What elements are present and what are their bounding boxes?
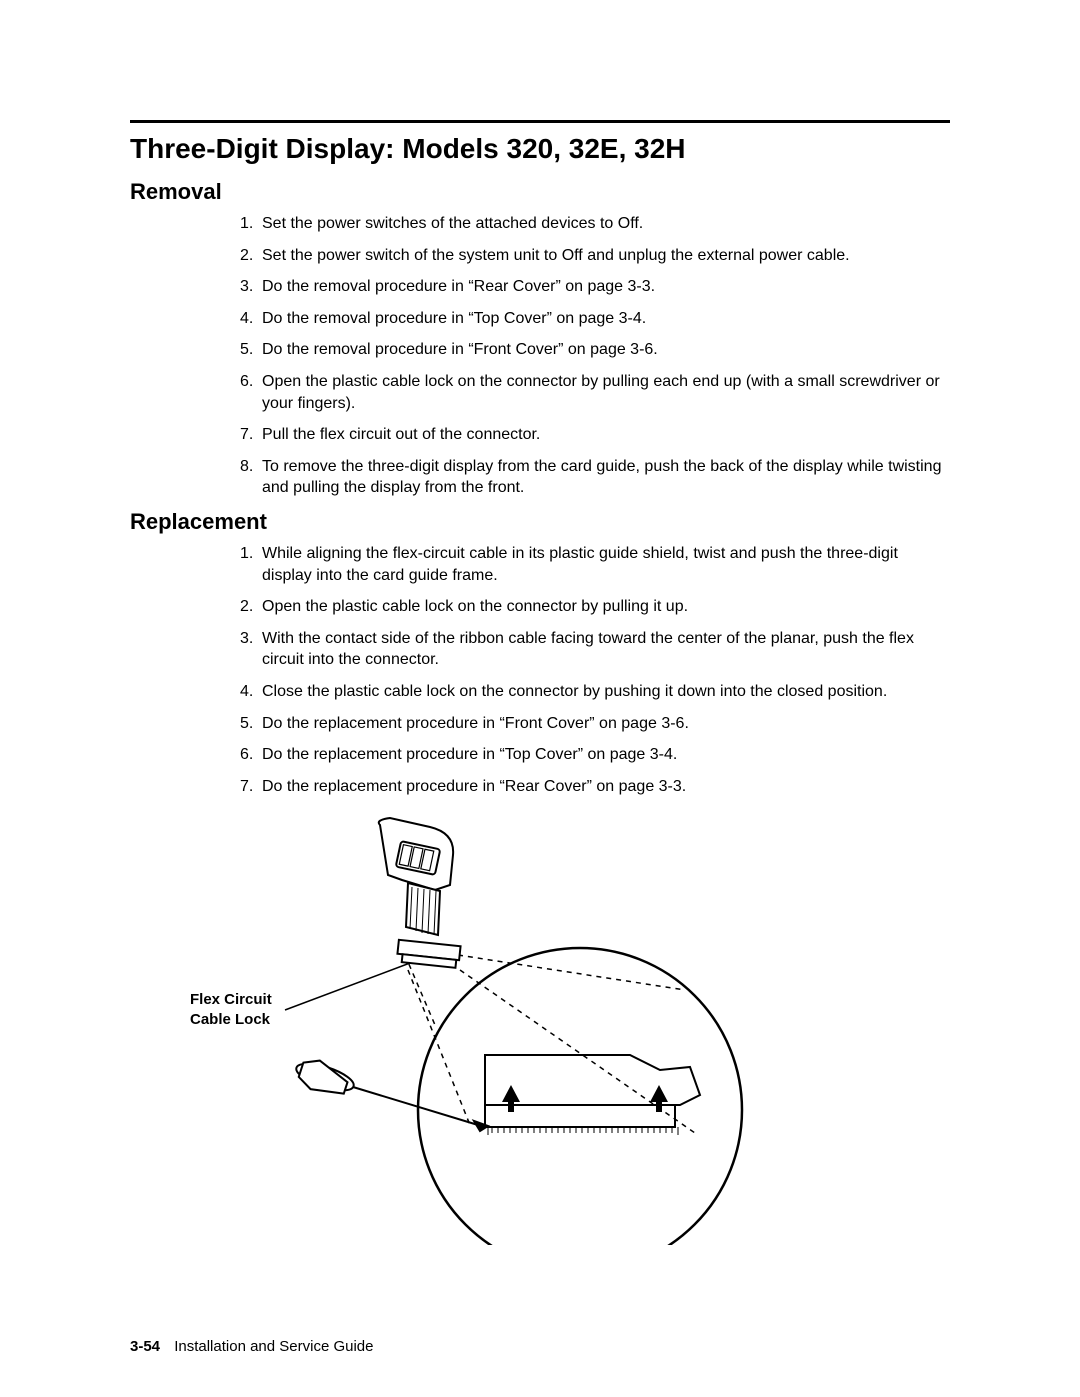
list-text: Pull the flex circuit out of the connect… xyxy=(262,426,540,443)
list-text: With the contact side of the ribbon cabl… xyxy=(262,630,914,669)
list-item: 1. Set the power switches of the attached… xyxy=(240,213,950,235)
list-number: 4. xyxy=(240,308,253,330)
list-number: 1. xyxy=(240,543,253,565)
list-item: 4. Close the plastic cable lock on the co… xyxy=(240,681,950,703)
list-item: 4. Do the removal procedure in “Top Cover… xyxy=(240,308,950,330)
figure-label-line2: Cable Lock xyxy=(190,1011,270,1028)
list-number: 3. xyxy=(240,276,253,298)
list-text: Close the plastic cable lock on the conn… xyxy=(262,683,887,700)
list-text: Do the removal procedure in “Front Cover… xyxy=(262,341,658,358)
list-item: 2. Open the plastic cable lock on the con… xyxy=(240,596,950,618)
figure: Flex Circuit Cable Lock xyxy=(230,815,850,1245)
list-text: Do the replacement procedure in “Top Cov… xyxy=(262,746,677,763)
list-item: 7. Do the replacement procedure in “Rear … xyxy=(240,776,950,798)
list-text: Do the removal procedure in “Rear Cover”… xyxy=(262,278,655,295)
removal-heading: Removal xyxy=(130,179,950,205)
list-text: To remove the three-digit display from t… xyxy=(262,458,941,497)
display-assembly xyxy=(379,818,461,968)
list-text: Do the removal procedure in “Top Cover” … xyxy=(262,310,646,327)
list-item: 5. Do the replacement procedure in “Front… xyxy=(240,713,950,735)
figure-label-line1: Flex Circuit xyxy=(190,991,272,1008)
list-number: 5. xyxy=(240,339,253,361)
list-text: Open the plastic cable lock on the conne… xyxy=(262,598,688,615)
list-number: 8. xyxy=(240,456,253,478)
list-number: 7. xyxy=(240,424,253,446)
list-text: While aligning the flex-circuit cable in… xyxy=(262,545,898,584)
list-item: 5. Do the removal procedure in “Front Cov… xyxy=(240,339,950,361)
list-number: 5. xyxy=(240,713,253,735)
label-leader xyxy=(285,963,410,1010)
replacement-heading: Replacement xyxy=(130,509,950,535)
list-number: 6. xyxy=(240,744,253,766)
book-title: Installation and Service Guide xyxy=(174,1338,373,1355)
list-text: Set the power switch of the system unit … xyxy=(262,247,850,264)
list-item: 7. Pull the flex circuit out of the conne… xyxy=(240,424,950,446)
list-number: 6. xyxy=(240,371,253,393)
list-item: 1. While aligning the flex-circuit cable … xyxy=(240,543,950,586)
list-number: 1. xyxy=(240,213,253,235)
list-text: Set the power switches of the attached d… xyxy=(262,215,643,232)
list-number: 3. xyxy=(240,628,253,650)
replacement-list: 1. While aligning the flex-circuit cable … xyxy=(130,543,950,797)
list-item: 6. Do the replacement procedure in “Top C… xyxy=(240,744,950,766)
list-item: 2. Set the power switch of the system uni… xyxy=(240,245,950,267)
list-number: 4. xyxy=(240,681,253,703)
page-number: 3-54 xyxy=(130,1338,160,1355)
list-item: 8. To remove the three-digit display from… xyxy=(240,456,950,499)
figure-label: Flex Circuit Cable Lock xyxy=(190,990,272,1029)
page: Three-Digit Display: Models 320, 32E, 32… xyxy=(0,0,1080,1397)
removal-list: 1. Set the power switches of the attached… xyxy=(130,213,950,499)
list-item: 6. Open the plastic cable lock on the con… xyxy=(240,371,950,414)
list-number: 2. xyxy=(240,245,253,267)
list-text: Do the replacement procedure in “Rear Co… xyxy=(262,778,686,795)
diagram-svg xyxy=(230,815,850,1245)
top-rule xyxy=(130,120,950,123)
list-text: Do the replacement procedure in “Front C… xyxy=(262,715,689,732)
list-item: 3. Do the removal procedure in “Rear Cove… xyxy=(240,276,950,298)
page-title: Three-Digit Display: Models 320, 32E, 32… xyxy=(130,133,950,165)
list-item: 3. With the contact side of the ribbon ca… xyxy=(240,628,950,671)
list-number: 7. xyxy=(240,776,253,798)
list-number: 2. xyxy=(240,596,253,618)
page-footer: 3-54 Installation and Service Guide xyxy=(130,1338,374,1355)
list-text: Open the plastic cable lock on the conne… xyxy=(262,373,940,412)
